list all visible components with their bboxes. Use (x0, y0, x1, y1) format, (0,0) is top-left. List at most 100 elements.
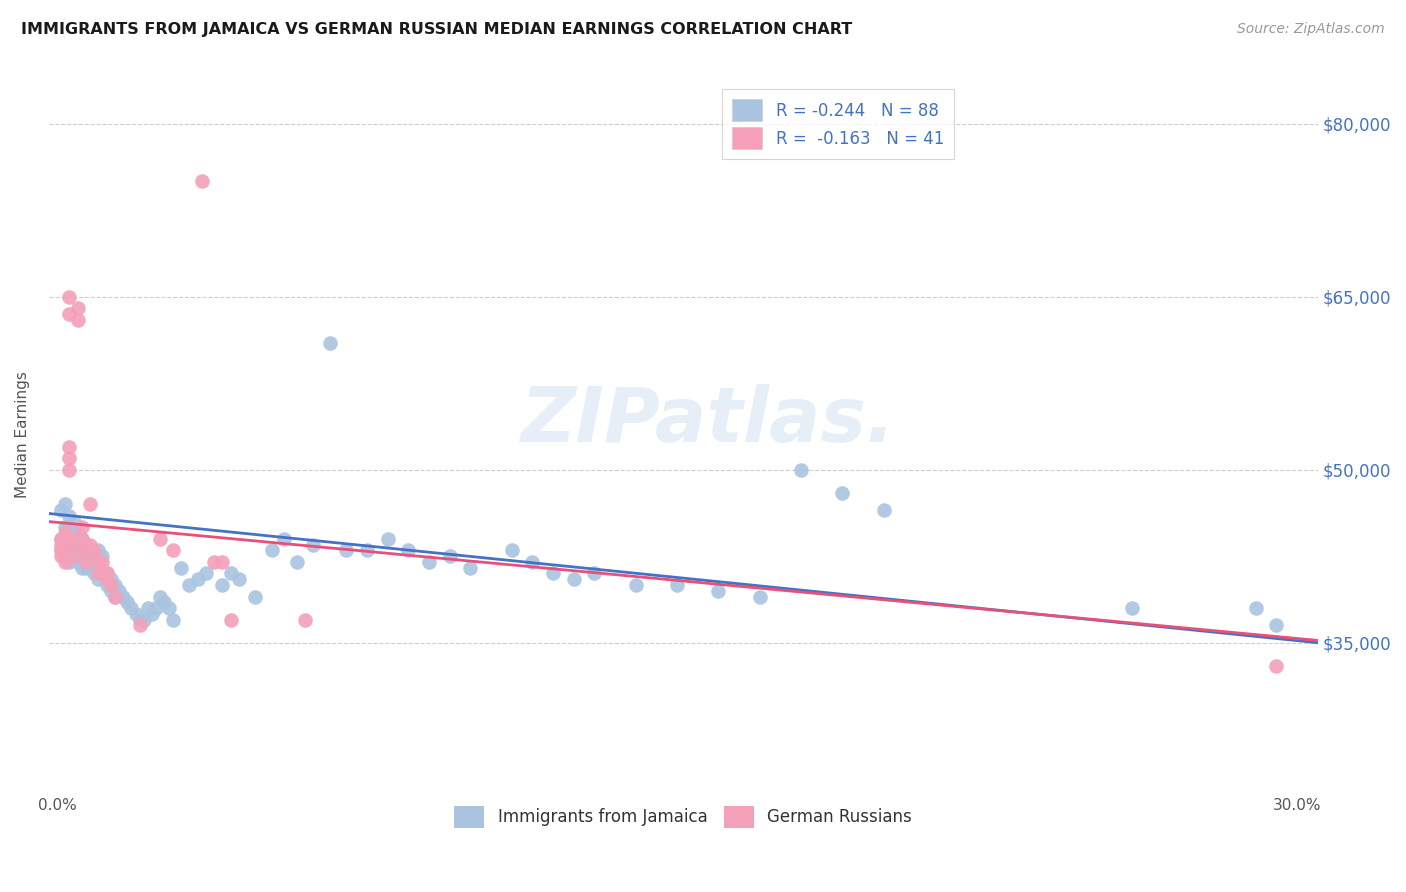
Point (562, 572, 585, 586)
Point (748, 590, 770, 604)
Point (91, 549, 114, 564)
Point (79, 555, 101, 569)
Point (58, 520, 80, 534)
Point (53, 538, 76, 552)
Point (96, 566, 118, 581)
Point (162, 613, 184, 627)
Point (439, 549, 461, 564)
Point (96, 572, 118, 586)
Point (377, 532, 399, 546)
Point (522, 555, 544, 569)
Point (665, 578, 688, 592)
Point (75, 549, 97, 564)
Point (58, 526, 80, 541)
Point (112, 590, 135, 604)
Point (149, 590, 172, 604)
Point (335, 543, 357, 558)
Point (58, 508, 80, 523)
Point (211, 555, 233, 569)
Point (83, 555, 105, 569)
Point (145, 601, 167, 615)
Point (790, 463, 813, 477)
Point (91, 555, 114, 569)
Point (190, 174, 212, 188)
Point (62, 515, 84, 529)
Point (100, 572, 122, 586)
Point (624, 578, 647, 592)
Point (66, 543, 89, 558)
Point (53, 520, 76, 534)
Point (75, 543, 97, 558)
Point (162, 543, 184, 558)
Point (58, 451, 80, 466)
Point (872, 503, 894, 517)
Point (149, 532, 172, 546)
Point (211, 578, 233, 592)
Point (58, 463, 80, 477)
Point (70, 532, 93, 546)
Point (583, 566, 606, 581)
Point (49, 532, 72, 546)
Point (202, 555, 225, 569)
Point (53, 532, 76, 546)
Point (1121, 601, 1143, 615)
Point (356, 543, 378, 558)
Text: IMMIGRANTS FROM JAMAICA VS GERMAN RUSSIAN MEDIAN EARNINGS CORRELATION CHART: IMMIGRANTS FROM JAMAICA VS GERMAN RUSSIA… (21, 22, 852, 37)
Point (458, 560, 481, 574)
Point (62, 532, 84, 546)
Point (53, 543, 76, 558)
Point (170, 560, 193, 574)
Point (707, 583, 730, 598)
Point (302, 538, 325, 552)
Point (100, 583, 122, 598)
Point (79, 497, 101, 511)
Point (87, 560, 110, 574)
Point (124, 607, 146, 621)
Point (75, 538, 97, 552)
Point (219, 613, 242, 627)
Point (100, 578, 122, 592)
Point (79, 543, 101, 558)
Point (79, 538, 101, 552)
Point (96, 566, 118, 581)
Point (104, 590, 127, 604)
Point (186, 572, 208, 586)
Point (53, 555, 76, 569)
Point (49, 543, 72, 558)
Point (501, 543, 523, 558)
Point (58, 290, 80, 304)
Point (104, 578, 127, 592)
Point (58, 307, 80, 321)
Point (96, 578, 118, 592)
Point (228, 572, 250, 586)
Point (194, 566, 217, 581)
Point (49, 549, 72, 564)
Point (273, 532, 295, 546)
Point (157, 601, 180, 615)
Point (70, 560, 93, 574)
Point (128, 618, 150, 632)
Point (62, 549, 84, 564)
Point (128, 613, 150, 627)
Point (104, 590, 127, 604)
Point (132, 613, 155, 627)
Point (541, 566, 564, 581)
Point (108, 583, 131, 598)
Point (66, 555, 89, 569)
Point (141, 607, 163, 621)
Point (58, 555, 80, 569)
Point (66, 526, 89, 541)
Point (58, 440, 80, 454)
Point (294, 613, 316, 627)
Point (136, 601, 159, 615)
Point (179, 578, 201, 592)
Point (53, 526, 76, 541)
Point (62, 538, 84, 552)
Point (87, 543, 110, 558)
Text: Source: ZipAtlas.com: Source: ZipAtlas.com (1237, 22, 1385, 37)
Point (83, 566, 105, 581)
Y-axis label: Median Earnings: Median Earnings (15, 372, 30, 499)
Point (49, 538, 72, 552)
Point (49, 503, 72, 517)
Point (83, 543, 105, 558)
